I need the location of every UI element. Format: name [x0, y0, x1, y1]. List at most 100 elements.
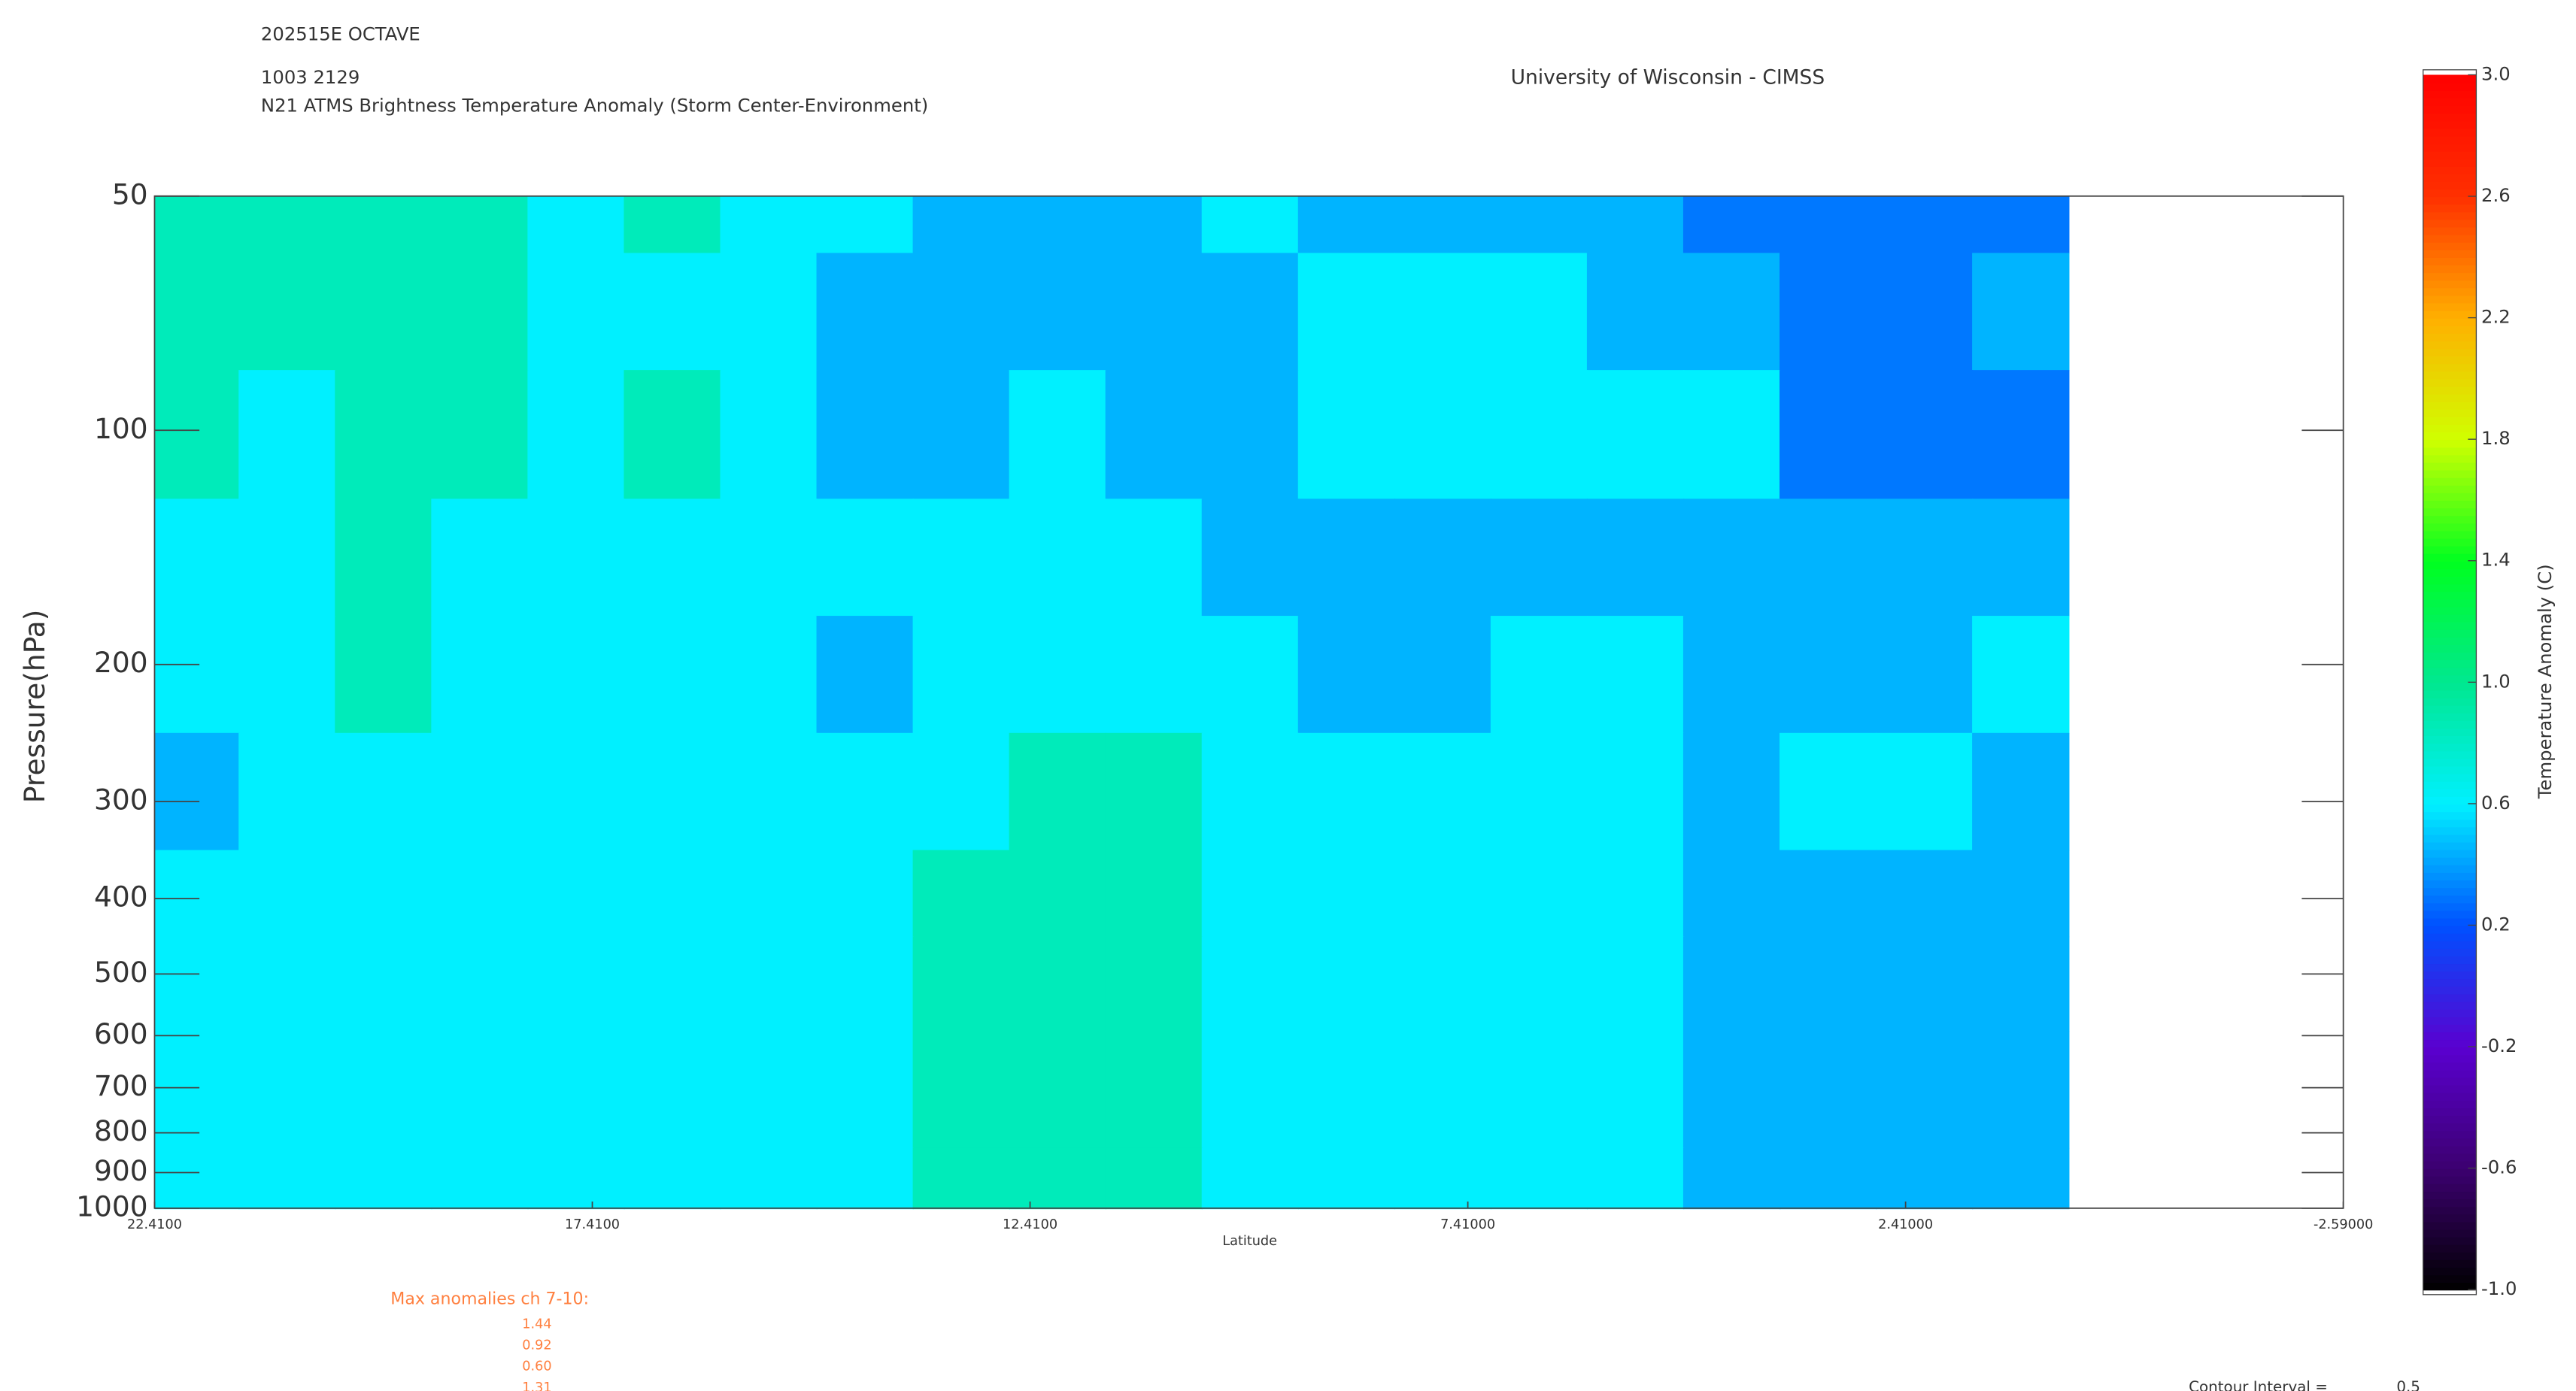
colorbar-tick-label: 1.8 — [2481, 427, 2511, 449]
colorbar-step — [2423, 636, 2477, 645]
field-cell — [527, 1031, 625, 1150]
colorbar-tick-label: 1.0 — [2481, 670, 2511, 692]
field-cell — [1682, 616, 1781, 735]
x-tick-label: 17.4100 — [565, 1217, 620, 1232]
colorbar-step — [2423, 393, 2477, 402]
field-cell — [1682, 1031, 1781, 1150]
colorbar-step — [2423, 834, 2477, 843]
field-cell — [1009, 253, 1106, 371]
field-cell — [1297, 1147, 1396, 1210]
colorbar-step — [2423, 841, 2477, 850]
field-cell — [1682, 499, 1781, 617]
colorbar-step — [2423, 682, 2477, 691]
y-tick-label: 300 — [94, 783, 148, 816]
field-cell — [1490, 253, 1588, 371]
colorbar-step — [2423, 508, 2477, 517]
colorbar-step — [2423, 720, 2477, 729]
colorbar-step — [2423, 180, 2477, 190]
field-cell — [624, 850, 721, 938]
colorbar-step — [2423, 1145, 2477, 1154]
field-cell — [1297, 616, 1396, 735]
field-cell — [624, 616, 721, 735]
colorbar-step — [2423, 1282, 2477, 1291]
colorbar-step — [2423, 697, 2477, 706]
field-cell — [1394, 732, 1492, 851]
field-cell — [720, 732, 818, 851]
x-tick-label: 7.41000 — [1440, 1217, 1495, 1232]
field-cell — [624, 253, 721, 371]
field-cell — [912, 732, 1010, 851]
field-cell — [1394, 370, 1492, 500]
colorbar-step — [2423, 773, 2477, 782]
field-cell — [1779, 732, 1877, 851]
field-cell — [1972, 1147, 2070, 1210]
field-cell — [431, 936, 529, 1032]
field-cell — [1876, 850, 1974, 938]
field-cell — [816, 370, 914, 500]
colorbar-step — [2423, 287, 2477, 296]
field-cell — [912, 616, 1010, 735]
field-cell — [1297, 936, 1396, 1032]
field-cell — [1105, 850, 1203, 938]
colorbar-step — [2423, 727, 2477, 737]
field-cell — [1394, 499, 1492, 617]
field-cell — [1972, 1031, 2070, 1150]
field-cell — [335, 616, 432, 735]
field-cell — [154, 850, 240, 938]
field-cell — [1490, 616, 1588, 735]
field-cell — [720, 936, 818, 1032]
field-cell — [1009, 1147, 1106, 1210]
y-axis-label: Pressure(hPa) — [18, 610, 51, 803]
field-cell — [431, 370, 529, 500]
colorbar-step — [2423, 1077, 2477, 1086]
colorbar-step — [2423, 910, 2477, 919]
field-cell — [1490, 195, 1588, 254]
field-cell — [335, 253, 432, 371]
colorbar-step — [2423, 765, 2477, 774]
field-cell — [720, 616, 818, 735]
colorbar-step — [2423, 621, 2477, 630]
field-cell — [1490, 732, 1588, 851]
colorbar-step — [2423, 477, 2477, 486]
field-cell — [1586, 195, 1685, 254]
colorbar-step — [2423, 280, 2477, 289]
field-cell — [1201, 936, 1300, 1032]
colorbar-step — [2423, 1266, 2477, 1276]
field-cell — [1009, 195, 1106, 254]
colorbar-step — [2423, 325, 2477, 334]
colorbar-step — [2423, 1001, 2477, 1010]
colorbar-step — [2423, 347, 2477, 357]
x-tick-label: 22.4100 — [127, 1217, 182, 1232]
max-anomaly: 0.92 — [522, 1338, 551, 1353]
field-cell — [1105, 499, 1203, 617]
field-cell — [1490, 1147, 1588, 1210]
field-cell — [1490, 499, 1588, 617]
field-cell — [1682, 195, 1781, 254]
colorbar-step — [2423, 423, 2477, 433]
y-tick-label: 50 — [112, 177, 148, 211]
field-cell — [1201, 1147, 1300, 1210]
field-cell — [154, 370, 240, 500]
field-cell — [1297, 499, 1396, 617]
field-cell — [1876, 732, 1974, 851]
field-cell — [527, 370, 625, 500]
field-cell — [1201, 499, 1300, 617]
field-cell — [1972, 732, 2070, 851]
colorbar-step — [2423, 1206, 2477, 1215]
field-cell — [1682, 253, 1781, 371]
field-cell — [1201, 850, 1300, 938]
colorbar-step — [2423, 538, 2477, 547]
field-cell — [527, 850, 625, 938]
field-cell — [431, 850, 529, 938]
colorbar-tick-label: -1.0 — [2481, 1277, 2517, 1299]
colorbar-step — [2423, 515, 2477, 524]
colorbar-step — [2423, 165, 2477, 174]
colorbar-step — [2423, 82, 2477, 91]
colorbar-step — [2423, 917, 2477, 926]
colorbar-step — [2423, 1168, 2477, 1177]
colorbar-step — [2423, 150, 2477, 159]
colorbar-step — [2423, 1251, 2477, 1260]
chart-title: N21 ATMS Brightness Temperature Anomaly … — [261, 94, 928, 116]
field-cell — [1201, 732, 1300, 851]
colorbar-step — [2423, 614, 2477, 623]
